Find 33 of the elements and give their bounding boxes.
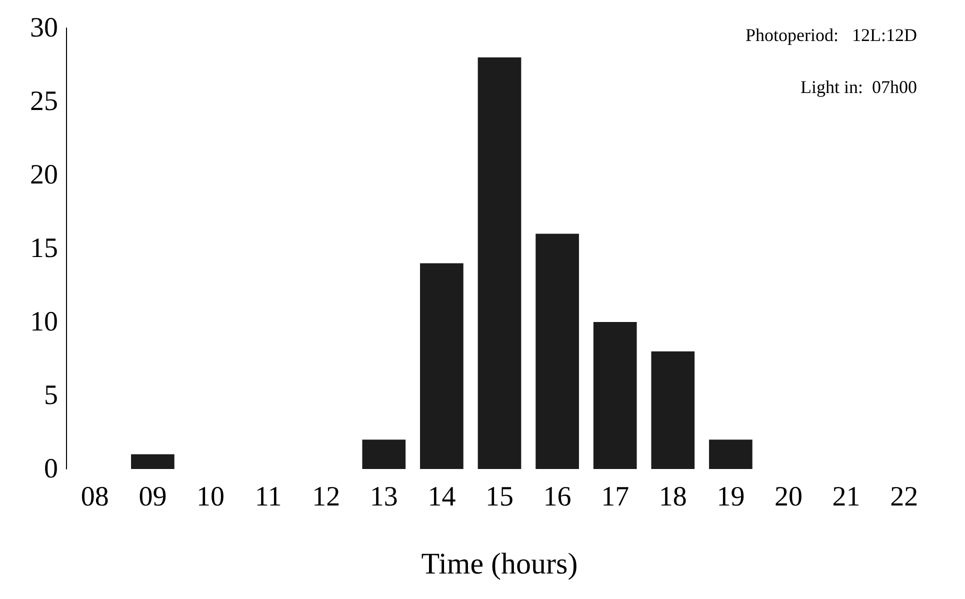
y-tick-label: 25 (30, 86, 58, 117)
y-tick-label: 15 (30, 233, 58, 264)
x-tick-label: 10 (196, 482, 224, 512)
annotation: Light in: 07h00 (800, 77, 917, 97)
annotation: Photoperiod: 12L:12D (746, 25, 918, 45)
x-tick-label: 18 (658, 482, 687, 512)
y-tick-label: 30 (30, 12, 58, 44)
bar (709, 440, 752, 469)
y-tick-label: 10 (30, 306, 58, 338)
x-tick-label: 21 (832, 482, 860, 512)
y-tick-label: 0 (44, 454, 58, 484)
bar (131, 454, 174, 469)
x-axis-title: Time (hours) (421, 548, 578, 580)
x-tick-label: 12 (312, 482, 340, 512)
x-tick-label: 09 (138, 482, 167, 512)
x-tick-label: 11 (254, 482, 282, 512)
x-tick-label: 15 (486, 482, 514, 512)
x-tick-label: 14 (428, 482, 456, 512)
x-tick-label: 08 (80, 482, 109, 512)
bar (420, 263, 464, 469)
x-tick-label: 13 (370, 482, 398, 512)
x-tick-label: 22 (890, 482, 918, 512)
x-tick-label: 17 (601, 482, 630, 512)
bar (478, 57, 522, 469)
x-tick-label: 16 (543, 482, 572, 512)
y-tick-label: 5 (44, 380, 58, 411)
bar (536, 234, 579, 469)
x-tick-label: 19 (716, 482, 745, 512)
bar (651, 351, 695, 469)
x-tick-label: 20 (774, 482, 802, 512)
bar (593, 322, 637, 469)
y-tick-label: 20 (30, 160, 58, 190)
bar (362, 440, 406, 469)
